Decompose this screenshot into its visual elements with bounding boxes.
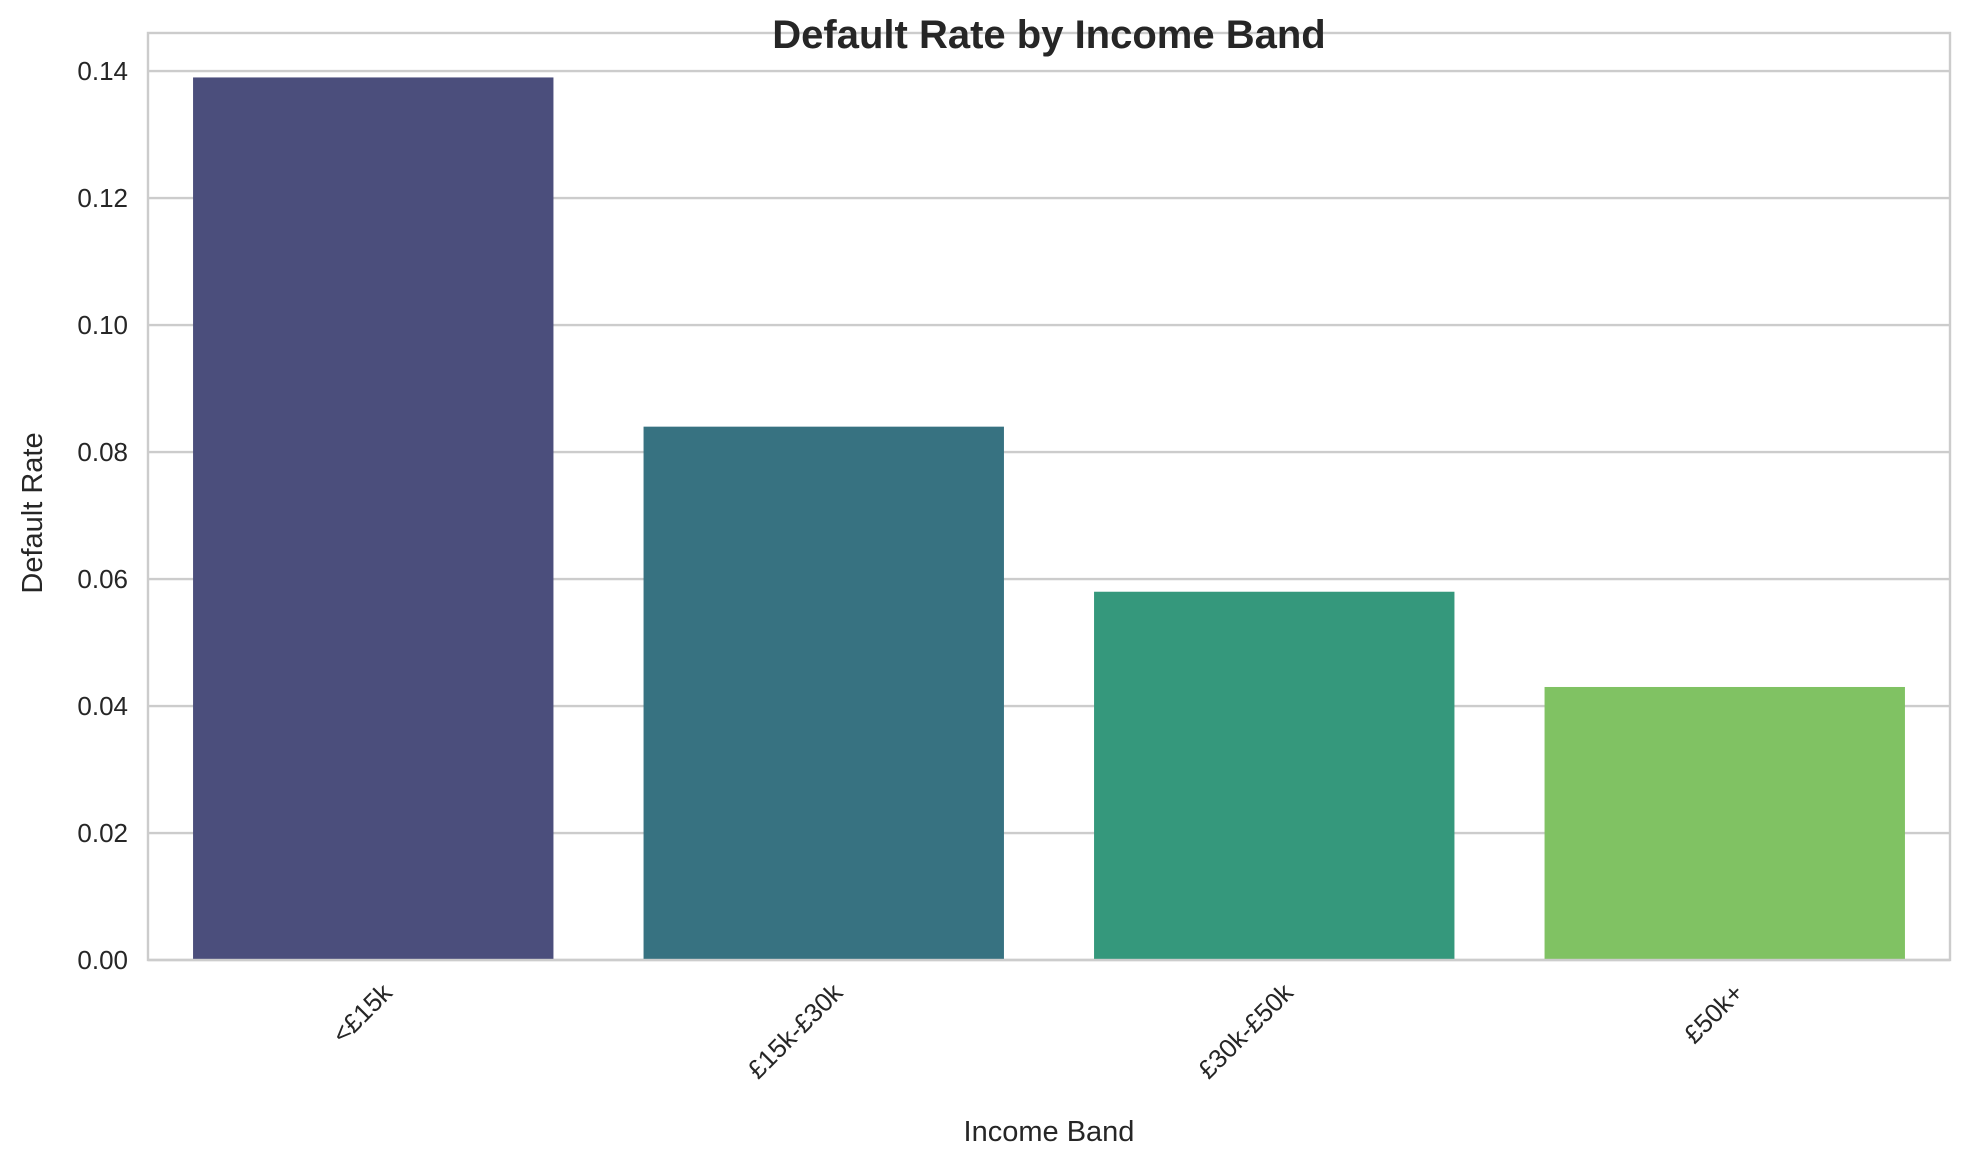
- y-tick-label: 0.08: [77, 437, 128, 467]
- bar: [1094, 591, 1455, 960]
- x-axis-label: Income Band: [964, 1116, 1135, 1148]
- bar: [643, 426, 1004, 960]
- y-axis-label: Default Rate: [17, 432, 49, 593]
- bar: [1544, 686, 1905, 960]
- axes-spines: [146, 31, 1952, 962]
- y-tick-label: 0.14: [77, 56, 128, 86]
- y-tick-label: 0.00: [77, 945, 128, 975]
- y-tick-label: 0.02: [77, 818, 128, 848]
- y-tick-label: 0.12: [77, 183, 128, 213]
- axes-frame: [146, 31, 1952, 962]
- chart-title: Default Rate by Income Band: [772, 13, 1325, 57]
- bars: [193, 77, 1905, 961]
- y-tick-label: 0.04: [77, 691, 128, 721]
- y-tick-labels: 0.00 0.02 0.04 0.06 0.08 0.10 0.12 0.14: [77, 56, 128, 975]
- y-tick-label: 0.10: [77, 310, 128, 340]
- bar: [193, 77, 554, 961]
- y-tick-label: 0.06: [77, 564, 128, 594]
